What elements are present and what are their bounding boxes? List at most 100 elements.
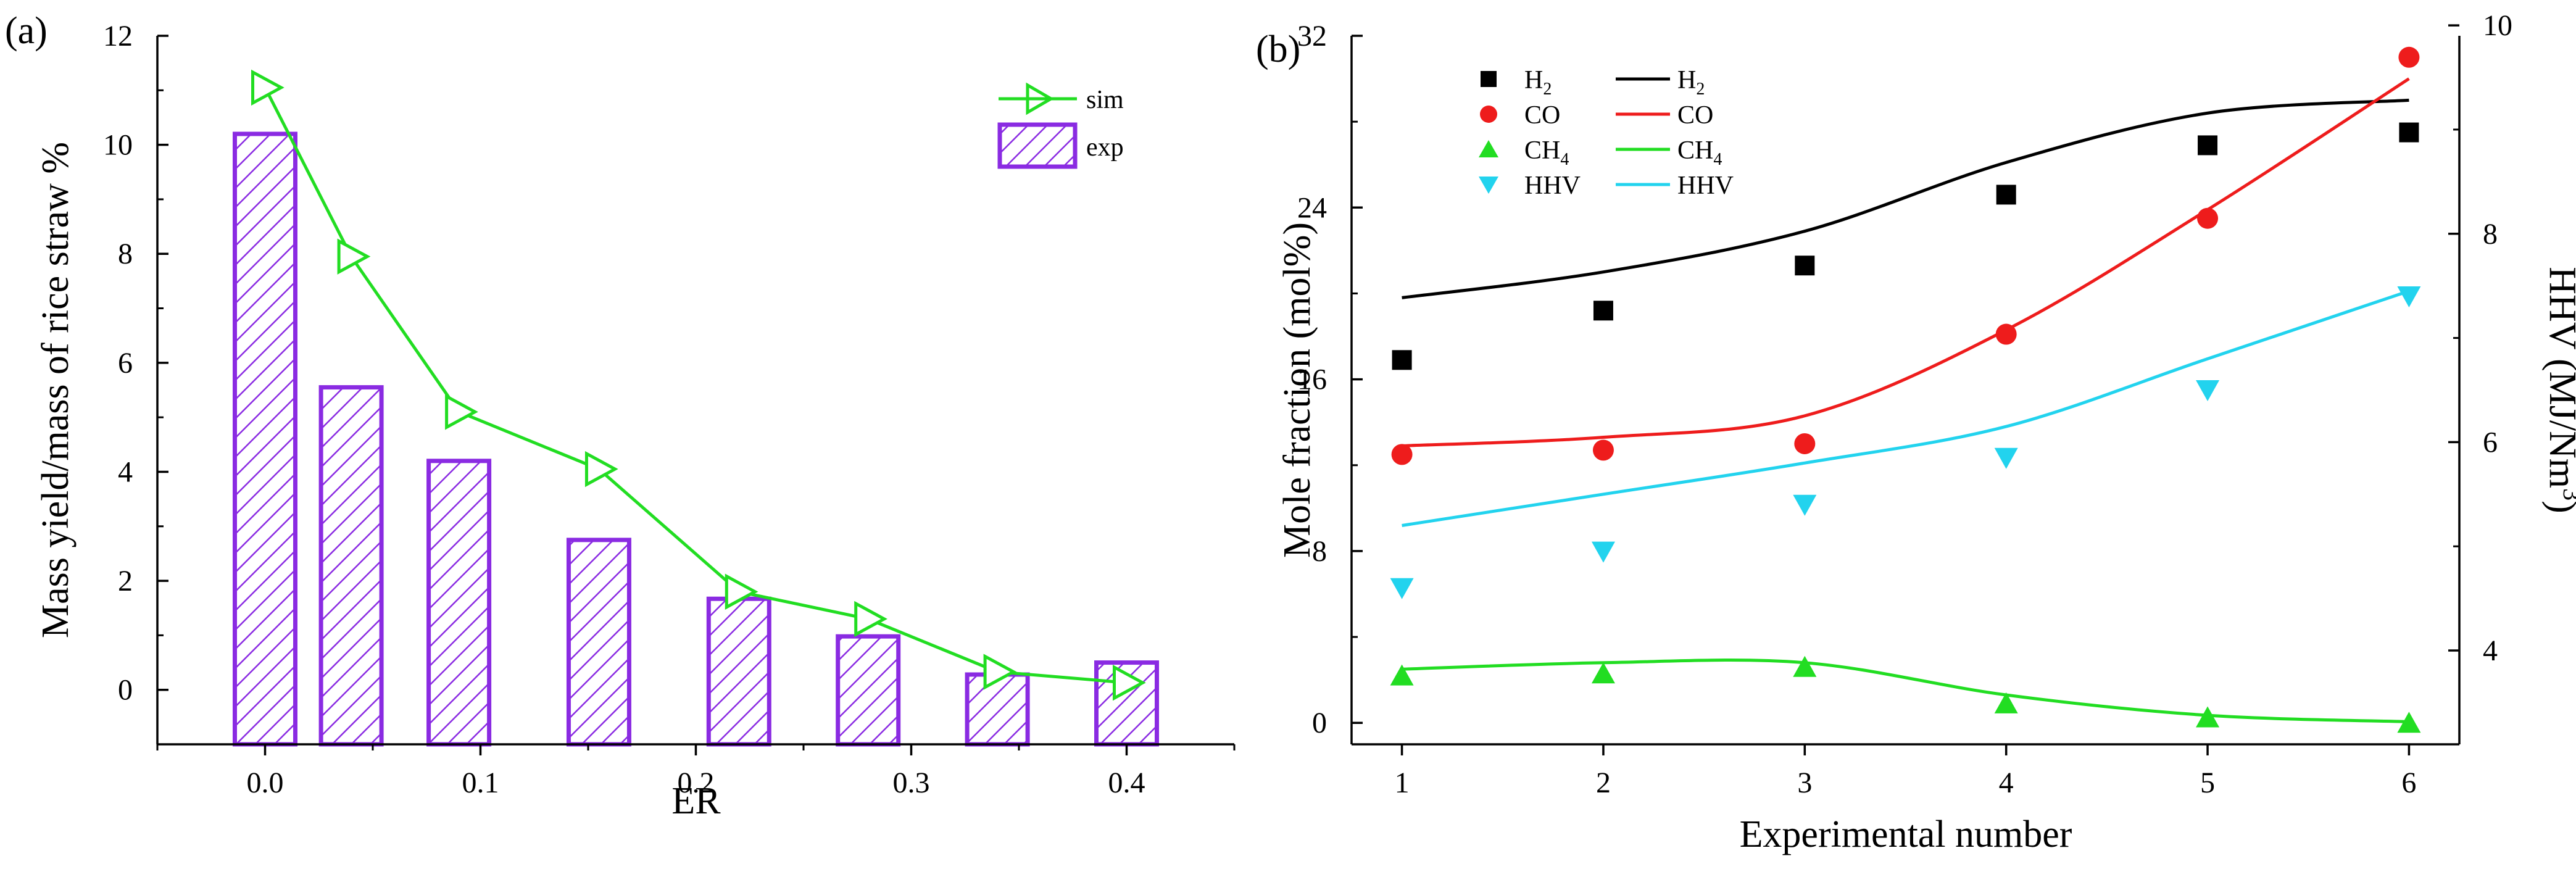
panel-b-x-axis-title: Experimental number bbox=[1740, 813, 2072, 855]
point-h2-3 bbox=[1996, 185, 2016, 205]
x-tick-label-0: 1 bbox=[1395, 767, 1410, 799]
bar-exp-5 bbox=[836, 634, 901, 747]
point-sim-6 bbox=[983, 654, 1017, 690]
point-ch4-0 bbox=[1390, 664, 1414, 686]
legend-entry-exp: exp bbox=[997, 122, 1124, 169]
point-sim-7 bbox=[1113, 665, 1146, 701]
panel-b-label: (b) bbox=[1256, 28, 1300, 70]
bar-exp-6 bbox=[965, 672, 1030, 747]
point-sim-4 bbox=[725, 573, 758, 610]
legend-hhv-marker-icon bbox=[1479, 177, 1498, 194]
hhv-unit-suffix: ) bbox=[2541, 501, 2576, 513]
legend-ch4-line-label-base: CH bbox=[1677, 136, 1713, 165]
legend-ch4-marker-label: CH4 bbox=[1524, 136, 1569, 169]
panel-a-plot-area bbox=[233, 69, 1159, 747]
point-h2-1 bbox=[1593, 301, 1613, 321]
x-tick-label-1: 2 bbox=[1596, 767, 1611, 799]
legend-ch4-marker-label-sub: 4 bbox=[1560, 150, 1569, 169]
x-tick-label-2: 3 bbox=[1797, 767, 1812, 799]
legend-co-marker-label-base: CO bbox=[1524, 101, 1560, 130]
bar-exp-3 bbox=[566, 538, 631, 747]
panel-a-x-axis-title: ER bbox=[671, 780, 721, 822]
legend-h2-marker-label-sub: 2 bbox=[1543, 80, 1552, 99]
y-tick-label-0: 0 bbox=[1312, 707, 1327, 739]
y-tick-label-3: 6 bbox=[118, 347, 133, 380]
legend-ch4-marker-icon bbox=[1479, 140, 1498, 157]
point-ch4-5 bbox=[2397, 712, 2421, 733]
x-tick-label-3: 0.3 bbox=[893, 767, 930, 799]
bar-exp-4 bbox=[706, 596, 771, 747]
point-co-2 bbox=[1794, 433, 1816, 454]
panel-b-y-axis-title-right: HHV (MJ/Nm3) bbox=[2541, 267, 2576, 513]
y-tick-label-5: 10 bbox=[103, 129, 133, 162]
point-h2-0 bbox=[1392, 350, 1412, 370]
legend-hhv-marker-label-base: HHV bbox=[1524, 172, 1581, 200]
y-tick-label-0: 0 bbox=[118, 674, 133, 707]
panel-a-label: (a) bbox=[5, 10, 48, 52]
y-right-tick-label-0: 4 bbox=[2483, 634, 2498, 667]
fit-line-hhv bbox=[1402, 289, 2410, 527]
legend-h2-line-label-base: H bbox=[1677, 66, 1696, 94]
legend-sim-marker-icon bbox=[1026, 82, 1054, 115]
point-co-0 bbox=[1391, 444, 1413, 465]
fit-line-ch4 bbox=[1402, 659, 2409, 723]
point-ch4-4 bbox=[2196, 706, 2220, 728]
point-hhv-1 bbox=[1591, 541, 1615, 563]
x-tick-label-1: 0.1 bbox=[462, 767, 499, 799]
legend-exp-swatch bbox=[997, 122, 1078, 169]
panel-b-y-ticks-left: 0 8 16 24 32 bbox=[1297, 20, 1363, 739]
legend-ch4-line-label: CH4 bbox=[1677, 136, 1722, 169]
y-tick-label-2: 16 bbox=[1297, 364, 1327, 396]
legend-hhv-line-label: HHV bbox=[1677, 172, 1734, 200]
point-sim-2 bbox=[445, 394, 478, 430]
legend-co-marker-icon bbox=[1480, 106, 1497, 123]
point-sim-5 bbox=[854, 601, 887, 638]
point-co-5 bbox=[2398, 46, 2420, 68]
x-tick-label-4: 5 bbox=[2200, 767, 2215, 799]
y-tick-label-6: 12 bbox=[103, 20, 133, 52]
fit-line-h2 bbox=[1402, 98, 2409, 299]
legend-ch4-line-label-sub: 4 bbox=[1713, 150, 1722, 169]
fit-line-co bbox=[1402, 77, 2410, 447]
chart-panel-a: (a) 0.0 0.1 0.2 0.3 0.4 0 2 4 6 8 10 12 ER Mass yi… bbox=[5, 10, 1236, 822]
legend-h2-marker-label-base: H bbox=[1524, 66, 1543, 94]
legend-co-marker-label: CO bbox=[1524, 101, 1560, 130]
bar-exp-2 bbox=[426, 459, 492, 747]
x-tick-label-5: 6 bbox=[2401, 767, 2416, 799]
legend-exp-label: exp bbox=[1086, 133, 1124, 162]
panel-a-x-ticks: 0.0 0.1 0.2 0.3 0.4 bbox=[156, 744, 1236, 799]
panel-b-y-axis-title-left: Mole fraction (mol%) bbox=[1276, 222, 1318, 558]
point-ch4-1 bbox=[1591, 662, 1615, 684]
panel-a-legend: sim exp bbox=[997, 82, 1124, 169]
legend-co-line-label-base: CO bbox=[1677, 101, 1713, 130]
legend-h2-marker-icon bbox=[1481, 71, 1497, 87]
point-ch4-2 bbox=[1793, 655, 1817, 677]
y-tick-label-1: 2 bbox=[118, 565, 133, 597]
y-tick-label-2: 4 bbox=[118, 455, 133, 488]
point-sim-3 bbox=[584, 451, 618, 488]
legend-sim-label: sim bbox=[1086, 86, 1124, 114]
y-right-tick-label-3: 10 bbox=[2483, 9, 2512, 42]
y-tick-label-3: 24 bbox=[1297, 191, 1327, 224]
point-hhv-5 bbox=[2397, 286, 2421, 308]
legend-ch4-marker-label-base: CH bbox=[1524, 136, 1560, 165]
point-h2-5 bbox=[2399, 122, 2419, 143]
point-co-3 bbox=[1995, 323, 2017, 345]
y-right-tick-label-2: 8 bbox=[2483, 218, 2498, 251]
y-tick-label-4: 32 bbox=[1297, 20, 1327, 52]
legend-h2-marker-label: H2 bbox=[1524, 66, 1552, 99]
panel-a-y-ticks: 0 2 4 6 8 10 12 bbox=[103, 20, 168, 746]
y-right-tick-label-1: 6 bbox=[2483, 426, 2498, 459]
hhv-unit-sup: 3 bbox=[2559, 488, 2576, 501]
x-tick-label-3: 4 bbox=[1999, 767, 2014, 799]
point-sim-0 bbox=[251, 69, 285, 106]
point-h2-2 bbox=[1795, 256, 1815, 276]
point-sim-1 bbox=[337, 238, 371, 275]
legend-hhv-line-label-base: HHV bbox=[1677, 172, 1734, 200]
legend-hhv-marker-label: HHV bbox=[1524, 172, 1581, 200]
line-sim bbox=[264, 86, 1127, 684]
bar-exp-0 bbox=[233, 131, 297, 747]
legend-co-line-label: CO bbox=[1677, 101, 1713, 130]
